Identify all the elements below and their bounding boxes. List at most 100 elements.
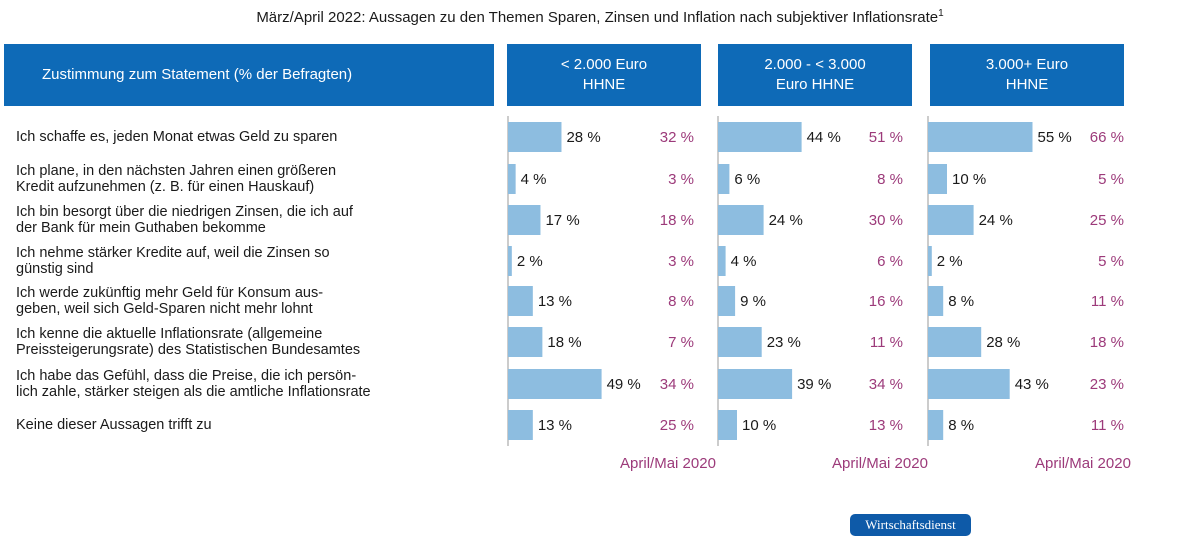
comparison-label-g2-r5: 16 % — [869, 293, 903, 310]
statement-4-line2: günstig sind — [16, 261, 94, 277]
bar-g3-r3 — [928, 205, 974, 235]
bar-g2-r5 — [718, 286, 736, 316]
value-label-g3-r7: 43 % — [1015, 376, 1049, 393]
comparison-label-g3-r8: 11 % — [1091, 417, 1124, 434]
comparison-label-g2-r6: 11 % — [870, 334, 903, 351]
value-label-g2-r8: 10 % — [742, 417, 776, 434]
group-header-1-line2: HHNE — [582, 76, 626, 93]
statement-6: Ich kenne die aktuelle Inflationsrate (a… — [16, 325, 436, 359]
statement-3: Ich bin besorgt über die niedrigen Zinse… — [16, 203, 436, 237]
bar-g1-r7 — [508, 369, 602, 399]
comparison-label-g1-r7: 34 % — [660, 376, 694, 393]
comparison-label-g3-r5: 11 % — [1091, 293, 1124, 310]
statement-5: Ich werde zukünftig mehr Geld für Konsum… — [16, 284, 436, 318]
statement-5-text: Ich werde zukünftig mehr Geld für Konsum… — [16, 285, 323, 317]
chart-title: März/April 2022: Aussagen zu den Themen … — [0, 8, 1200, 26]
value-label-g2-r2: 6 % — [734, 171, 760, 188]
comparison-label-g3-r2: 5 % — [1098, 171, 1124, 188]
statement-column-header: Zustimmung zum Statement (% der Befragte… — [4, 44, 494, 106]
comparison-legend-g3: April/Mai 2020 — [1035, 455, 1131, 472]
group-header-3-line2: HHNE — [1005, 76, 1049, 93]
comparison-label-g1-r5: 8 % — [668, 293, 694, 310]
comparison-label-g3-r3: 25 % — [1090, 212, 1124, 229]
statement-8-line1: Keine dieser Aussagen trifft zu — [16, 417, 212, 433]
comparison-label-g1-r1: 32 % — [660, 129, 694, 146]
statement-6-line1: Ich kenne die aktuelle Inflationsrate (a… — [16, 326, 323, 342]
value-label-g1-r3: 17 % — [545, 212, 579, 229]
group-3-bars: 55 % 66 % 10 % 5 % 24 % 25 % 2 % 5 % 8 % 11 % 28 %… — [927, 116, 1131, 472]
value-label-g2-r3: 24 % — [769, 212, 803, 229]
value-label-g2-r5: 9 % — [740, 293, 766, 310]
value-label-g3-r2: 10 % — [952, 171, 986, 188]
group-header-2-line2: Euro HHNE — [775, 76, 855, 93]
statement-4-line1: Ich nehme stärker Kredite auf, weil die … — [16, 245, 330, 261]
bar-g1-r2 — [508, 164, 516, 194]
comparison-label-g2-r8: 13 % — [869, 417, 903, 434]
comparison-label-g2-r4: 6 % — [877, 253, 903, 270]
comparison-label-g3-r1: 66 % — [1090, 129, 1124, 146]
comparison-legend-g1: April/Mai 2020 — [620, 455, 716, 472]
group-header-3: 3.000+ Euro HHNE — [930, 44, 1124, 106]
group-header-3-line1: 3.000+ Euro — [985, 56, 1069, 73]
bar-g3-r6 — [928, 327, 982, 357]
statement-4: Ich nehme stärker Kredite auf, weil die … — [16, 244, 436, 278]
comparison-label-g2-r2: 8 % — [877, 171, 903, 188]
bar-g2-r7 — [718, 369, 793, 399]
value-label-g2-r7: 39 % — [797, 376, 831, 393]
comparison-label-g3-r6: 18 % — [1090, 334, 1124, 351]
bar-g2-r1 — [718, 122, 802, 152]
value-label-g1-r5: 13 % — [538, 293, 572, 310]
comparison-label-g2-r1: 51 % — [869, 129, 903, 146]
bar-g2-r8 — [718, 410, 737, 440]
statement-4-text: Ich nehme stärker Kredite auf, weil die … — [16, 245, 330, 277]
bar-g3-r8 — [928, 410, 944, 440]
statement-5-line1: Ich werde zukünftig mehr Geld für Konsum… — [16, 285, 324, 301]
bar-g3-r5 — [928, 286, 944, 316]
bar-g1-r4 — [508, 246, 512, 276]
comparison-label-g3-r4: 5 % — [1098, 253, 1124, 270]
wirtschaftsdienst-logo: Wirtschaftsdienst — [850, 514, 971, 536]
statement-3-line2: der Bank für mein Guthaben bekomme — [16, 220, 266, 236]
value-label-g3-r3: 24 % — [979, 212, 1013, 229]
comparison-label-g2-r3: 30 % — [869, 212, 903, 229]
comparison-label-g1-r8: 25 % — [660, 417, 694, 434]
group-1-bars: 28 % 32 % 4 % 3 % 17 % 18 % 2 % 3 % 13 % 8 % 18 % 7… — [507, 116, 716, 472]
statement-7-line2: lich zahle, stärker steigen als die amtl… — [16, 384, 371, 400]
bar-g1-r5 — [508, 286, 533, 316]
group-header-1-line1: < 2.000 Euro — [560, 56, 648, 73]
group-2-bars: 44 % 51 % 6 % 8 % 24 % 30 % 4 % 6 % 9 % 16 % 23 % 1… — [717, 116, 928, 472]
value-label-g1-r8: 13 % — [538, 417, 572, 434]
statement-1-text: Ich schaffe es, jeden Monat etwas Geld z… — [16, 129, 337, 145]
value-label-g3-r1: 55 % — [1038, 129, 1072, 146]
statement-6-line2: Preissteigerungsrate) des Statistischen … — [16, 342, 361, 358]
value-label-g1-r2: 4 % — [521, 171, 547, 188]
bar-g2-r3 — [718, 205, 764, 235]
bar-g2-r6 — [718, 327, 762, 357]
bar-g2-r2 — [718, 164, 730, 194]
comparison-label-g1-r4: 3 % — [668, 253, 694, 270]
statement-2: Ich plane, in den nächsten Jahren einen … — [16, 162, 436, 196]
value-label-g3-r8: 8 % — [948, 417, 974, 434]
value-label-g2-r1: 44 % — [807, 129, 841, 146]
bar-g2-r4 — [718, 246, 726, 276]
value-label-g1-r4: 2 % — [517, 253, 543, 270]
statement-5-line2: geben, weil sich Geld-Sparen nicht mehr … — [16, 301, 313, 317]
group-header-1: < 2.000 Euro HHNE — [507, 44, 701, 106]
logo-text: Wirtschaftsdienst — [865, 517, 956, 532]
chart-title-text: März/April 2022: Aussagen zu den Themen … — [256, 9, 939, 26]
statement-7-line1: Ich habe das Gefühl, dass die Preise, di… — [16, 368, 357, 384]
value-label-g1-r1: 28 % — [566, 129, 600, 146]
statement-2-line1: Ich plane, in den nächsten Jahren einen … — [16, 163, 337, 179]
statement-2-line2: Kredit aufzunehmen (z. B. für einen Haus… — [16, 179, 315, 195]
value-label-g2-r4: 4 % — [731, 253, 757, 270]
bar-g1-r1 — [508, 122, 562, 152]
bar-g3-r1 — [928, 122, 1033, 152]
group-header-2-line1: 2.000 - < 3.000 — [764, 56, 866, 73]
bar-g1-r3 — [508, 205, 541, 235]
statement-8-text: Keine dieser Aussagen trifft zu — [16, 417, 212, 433]
value-label-g1-r6: 18 % — [547, 334, 581, 351]
statement-7: Ich habe das Gefühl, dass die Preise, di… — [16, 367, 436, 401]
value-label-g1-r7: 49 % — [607, 376, 641, 393]
comparison-legend-g2: April/Mai 2020 — [832, 455, 928, 472]
